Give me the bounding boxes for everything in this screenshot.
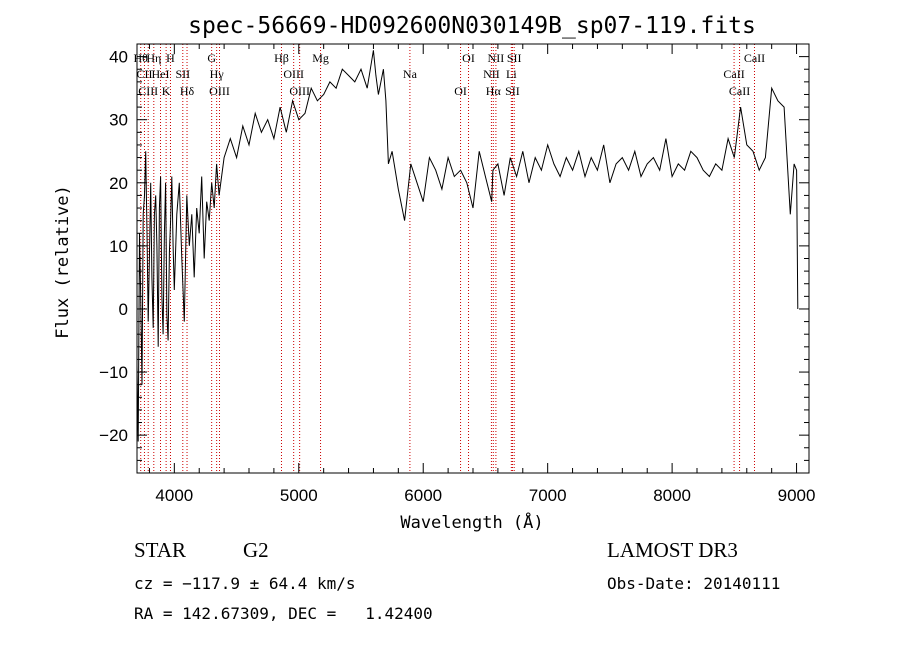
line-label: SII bbox=[507, 51, 522, 65]
obs-date-text: Obs-Date: 20140111 bbox=[607, 574, 781, 593]
line-label: HeI bbox=[152, 67, 170, 81]
spectrum-series-line bbox=[136, 50, 799, 442]
axis-tick-marks bbox=[137, 44, 809, 473]
redshift-text: cz = −117.9 ± 64.4 km/s bbox=[134, 574, 356, 593]
y-tick-label: 10 bbox=[109, 237, 128, 256]
plot-frame bbox=[136, 43, 810, 474]
line-label: Li bbox=[506, 67, 517, 81]
line-label: NII bbox=[483, 67, 500, 81]
line-label: G bbox=[207, 51, 216, 65]
y-tick-label: −10 bbox=[99, 363, 128, 382]
x-tick-label: 9000 bbox=[778, 486, 816, 505]
line-label: H bbox=[166, 51, 175, 65]
line-label: Na bbox=[403, 67, 418, 81]
line-label: CaII bbox=[744, 51, 765, 65]
chart-title: spec-56669-HD092600N030149B_sp07-119.fit… bbox=[188, 13, 756, 39]
line-label: OI bbox=[454, 84, 467, 98]
line-label: OI bbox=[462, 51, 475, 65]
x-tick-label: 6000 bbox=[404, 486, 442, 505]
line-label: Hγ bbox=[210, 67, 225, 81]
y-tick-label: 40 bbox=[109, 48, 128, 67]
line-label: Mg bbox=[312, 51, 329, 65]
coordinates-text: RA = 142.67309, DEC = 1.42400 bbox=[134, 604, 433, 623]
line-label: Hβ bbox=[274, 51, 289, 65]
spectral-line-labels: HθCIICIIIHηHeIKHSIIHδGHγOIIIHβOIIIOIIIMg… bbox=[134, 51, 766, 98]
y-axis-label: Flux (relative) bbox=[53, 185, 73, 339]
line-label: Hδ bbox=[180, 84, 195, 98]
x-tick-label: 7000 bbox=[529, 486, 567, 505]
line-label: CaII bbox=[723, 67, 744, 81]
y-axis-tick-labels: −20 −10 0 10 20 30 40 bbox=[99, 48, 128, 446]
line-label: OIII bbox=[289, 84, 310, 98]
y-tick-label: −20 bbox=[99, 426, 128, 445]
line-label: OIII bbox=[209, 84, 230, 98]
x-tick-label: 5000 bbox=[280, 486, 318, 505]
line-label: OIII bbox=[283, 67, 304, 81]
line-label: Hα bbox=[486, 84, 502, 98]
line-label: CIII bbox=[138, 84, 158, 98]
subclass: G2 bbox=[243, 538, 269, 562]
line-label: K bbox=[162, 84, 171, 98]
line-label: NII bbox=[488, 51, 505, 65]
line-label: SII bbox=[175, 67, 190, 81]
line-label: SII bbox=[505, 84, 520, 98]
object-class: STAR bbox=[134, 538, 186, 562]
spectral-line-markers bbox=[140, 44, 755, 473]
x-axis-tick-labels: 4000 5000 6000 7000 8000 9000 bbox=[155, 486, 815, 505]
survey-name: LAMOST DR3 bbox=[607, 538, 738, 562]
y-tick-label: 20 bbox=[109, 174, 128, 193]
x-axis-label: Wavelength (Å) bbox=[400, 511, 543, 533]
y-tick-label: 0 bbox=[119, 300, 128, 319]
line-label: CII bbox=[136, 67, 152, 81]
line-label: Hη bbox=[146, 51, 161, 65]
y-tick-label: 30 bbox=[109, 111, 128, 130]
x-tick-label: 4000 bbox=[155, 486, 193, 505]
x-tick-label: 8000 bbox=[653, 486, 691, 505]
line-label: CaII bbox=[729, 84, 750, 98]
